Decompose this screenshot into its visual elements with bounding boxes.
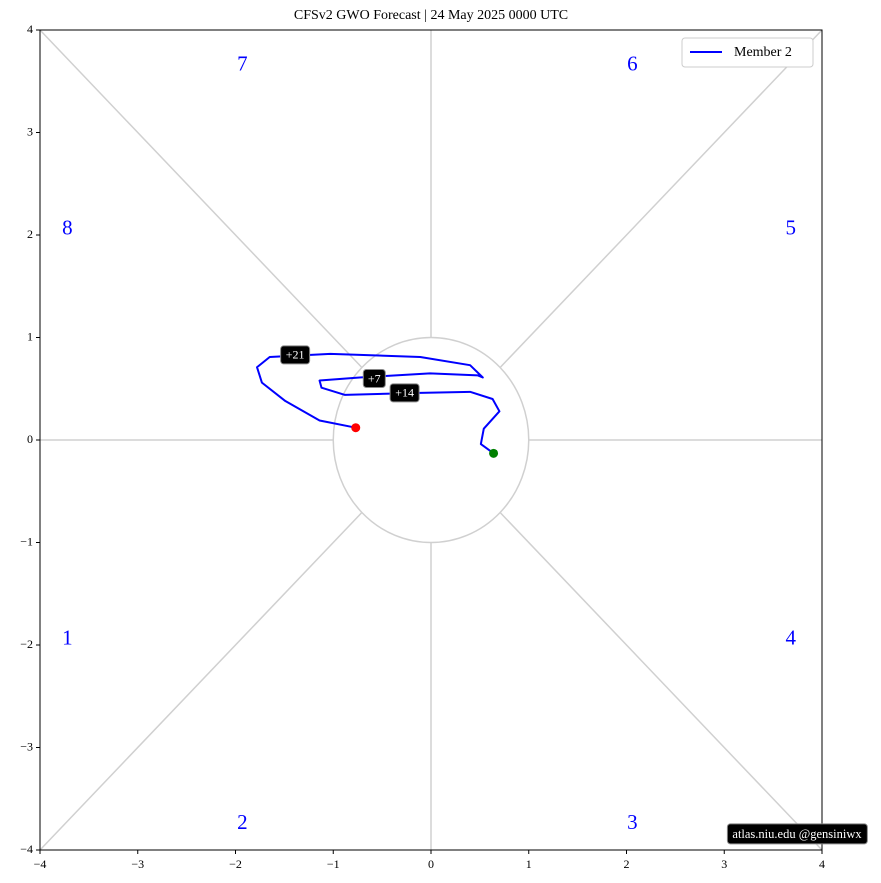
end-point: [351, 423, 361, 433]
y-tick-label: 4: [27, 22, 33, 36]
y-tick-label: −3: [20, 739, 33, 753]
annotation-label: +7: [368, 371, 381, 385]
y-tick-label: −4: [20, 842, 33, 856]
credit-label: atlas.niu.edu @gensiniwx: [732, 827, 862, 841]
start-point: [489, 448, 499, 458]
unit-circle: [332, 336, 530, 544]
phase-label: 6: [627, 52, 638, 76]
credit-box: [726, 823, 868, 845]
x-tick-label: 3: [721, 857, 727, 871]
trajectory-line: [256, 352, 501, 455]
x-tick-label: −4: [34, 857, 47, 871]
chart-title: CFSv2 GWO Forecast | 24 May 2025 0000 UT…: [294, 8, 568, 23]
phase-label: 7: [237, 52, 248, 76]
annotation-box: [389, 383, 420, 403]
annotation-label: +21: [286, 348, 305, 362]
phase-label: 5: [785, 216, 796, 240]
x-tick-label: −2: [229, 857, 242, 871]
y-tick-label: 0: [27, 432, 33, 446]
y-tick-label: −1: [20, 534, 33, 548]
phase-label: 1: [62, 626, 73, 650]
phase-label: 4: [785, 626, 796, 650]
x-tick-label: 2: [624, 857, 630, 871]
annotation-box: [362, 369, 386, 388]
phase-divider: [499, 511, 823, 851]
x-tick-label: 4: [819, 857, 825, 871]
annotation-label: +14: [395, 386, 414, 400]
phase-divider: [499, 29, 823, 369]
y-tick-label: 1: [27, 329, 33, 343]
phase-divider: [39, 29, 363, 369]
x-tick-label: −1: [327, 857, 340, 871]
y-tick-label: −2: [20, 637, 33, 651]
y-tick-label: 3: [27, 124, 33, 138]
phase-divider: [39, 511, 363, 851]
phase-label: 2: [237, 810, 248, 834]
legend-box: [681, 37, 814, 68]
phase-label: 8: [62, 216, 73, 240]
x-tick-label: −3: [131, 857, 144, 871]
x-tick-label: 1: [526, 857, 532, 871]
phase-label: 3: [627, 810, 638, 834]
annotation-box: [280, 345, 311, 365]
legend-label: Member 2: [734, 45, 792, 60]
y-tick-label: 2: [27, 227, 33, 241]
x-tick-label: 0: [428, 857, 434, 871]
